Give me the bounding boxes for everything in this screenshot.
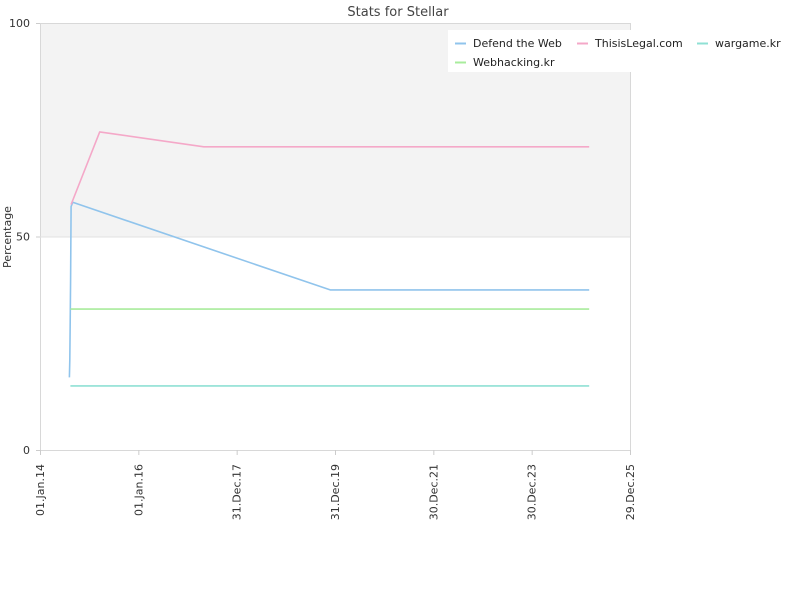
series-lines (68, 131, 590, 387)
legend-label: wargame.kr (715, 37, 781, 50)
legend-label: ThisisLegal.com (594, 37, 683, 50)
y-tick-label: 0 (23, 444, 30, 457)
legend-background (448, 30, 788, 72)
x-tick-label: 30.Dec.23 (526, 464, 539, 520)
chart-title: Stats for Stellar (347, 5, 449, 20)
legend-label: Webhacking.kr (473, 56, 555, 69)
x-axis: 01.Jan.14 01.Jan.16 31.Dec.17 31.Dec.19 30.D… (34, 450, 637, 520)
legend-label: Defend the Web (473, 37, 562, 50)
x-tick-label: 01.Jan.16 (132, 464, 145, 516)
y-axis-label: Percentage (1, 206, 14, 268)
x-tick-label: 01.Jan.14 (34, 464, 47, 516)
legend: Defend the Web ThisisLegal.com wargame.kr W… (455, 37, 781, 69)
x-tick-label: 30.Dec.21 (427, 464, 440, 520)
x-tick-label: 31.Dec.19 (329, 464, 342, 520)
y-tick-label: 50 (16, 231, 30, 244)
y-axis: 0 50 100 (9, 17, 40, 457)
x-tick-label: 31.Dec.17 (231, 464, 244, 520)
series-line (68, 201, 590, 378)
series-line (70, 131, 590, 205)
y-tick-label: 100 (9, 17, 30, 30)
x-tick-label: 29.Dec.25 (624, 464, 637, 520)
